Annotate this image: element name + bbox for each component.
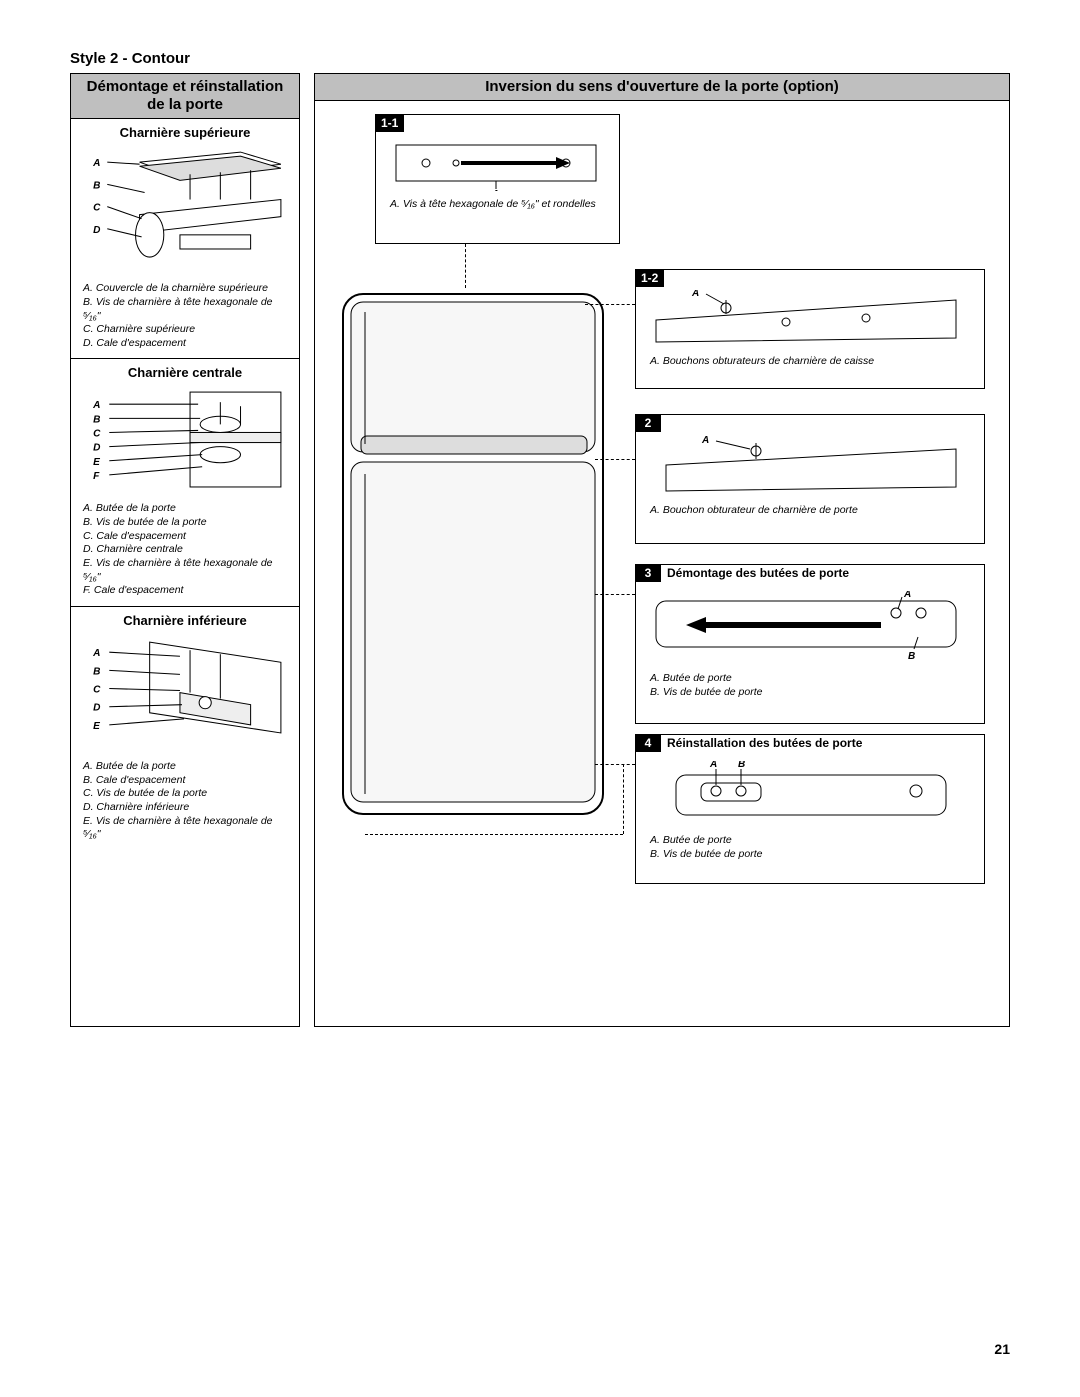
legend-item: A. Butée de la porte [83, 502, 291, 516]
step-1-2: 1-2 A A. Bouchons obturateurs de charniè… [635, 269, 985, 389]
legend: A. Butée de la porte B. Vis de butée de … [79, 502, 291, 597]
section-center-hinge: Charnière centrale A B [71, 359, 299, 607]
step-1-1: 1-1 A A. Vis à tête hexagonale de ⁵⁄₁₆" … [375, 114, 620, 244]
step-title: Démontage des butées de porte [667, 566, 849, 580]
svg-text:A: A [691, 290, 699, 299]
legend-item: F. Cale d'espacement [83, 584, 291, 598]
svg-text:F: F [93, 471, 100, 482]
illustration-step-3: A B [646, 591, 971, 665]
illustration-fridge [333, 284, 623, 824]
illustration-center-hinge: A B C D E F [79, 384, 291, 495]
svg-text:A: A [92, 401, 100, 412]
svg-text:A: A [709, 761, 717, 770]
illustration-step-1-1: A [386, 135, 606, 191]
legend-item: C. Cale d'espacement [83, 530, 291, 544]
legend-item: B. Cale d'espacement [83, 774, 291, 788]
svg-text:C: C [93, 429, 101, 440]
svg-text:D: D [93, 703, 100, 714]
right-title: Inversion du sens d'ouverture de la port… [315, 74, 1009, 101]
page: Style 2 - Contour Démontage et réinstall… [0, 0, 1080, 1397]
callout-label: D [93, 225, 100, 236]
legend: A. Vis à tête hexagonale de ⁵⁄₁₆" et ron… [386, 198, 609, 212]
illustration-step-2: A [646, 435, 971, 497]
step-badge: 1-2 [635, 269, 664, 287]
callout-label: C [93, 203, 101, 214]
legend-item: E. Vis de charnière à tête hexagonale de… [83, 815, 291, 842]
step-badge: 2 [635, 414, 661, 432]
legend-item: A. Butée de porte [650, 834, 974, 848]
legend-item: E. Vis de charnière à tête hexagonale de… [83, 557, 291, 584]
step-title: Réinstallation des butées de porte [667, 736, 862, 750]
svg-text:A: A [903, 591, 911, 600]
main-columns: Démontage et réinstallation de la porte … [70, 73, 1010, 1027]
section-bottom-hinge: Charnière inférieure A B C D [71, 607, 299, 850]
legend-item: B. Vis de butée de la porte [83, 516, 291, 530]
legend: A. Butée de porte B. Vis de butée de por… [646, 672, 974, 699]
legend: A. Bouchons obturateurs de charnière de … [646, 355, 974, 369]
section-title: Charnière centrale [79, 365, 291, 380]
style-header: Style 2 - Contour [70, 50, 1010, 67]
legend-item: D. Charnière inférieure [83, 801, 291, 815]
svg-text:B: B [738, 761, 745, 770]
callout-label: B [93, 180, 100, 191]
legend-item: D. Charnière centrale [83, 543, 291, 557]
illustration-bottom-hinge: A B C D E [79, 632, 291, 753]
section-title: Charnière inférieure [79, 613, 291, 628]
illustration-step-1-2: A [646, 290, 971, 348]
svg-text:B: B [93, 415, 100, 426]
legend-item: B. Vis de butée de porte [650, 686, 974, 700]
left-title: Démontage et réinstallation de la porte [71, 74, 299, 119]
svg-text:B: B [908, 651, 915, 662]
legend: A. Couvercle de la charnière supérieure … [79, 282, 291, 350]
svg-text:A: A [491, 189, 499, 191]
legend-item: D. Cale d'espacement [83, 337, 291, 351]
svg-text:E: E [93, 457, 100, 468]
legend-item: A. Vis à tête hexagonale de ⁵⁄₁₆" et ron… [390, 198, 609, 212]
legend-item: B. Vis de butée de porte [650, 848, 974, 862]
legend: A. Bouchon obturateur de charnière de po… [646, 504, 974, 518]
right-column: Inversion du sens d'ouverture de la port… [314, 73, 1010, 1027]
legend-item: A. Couvercle de la charnière supérieure [83, 282, 291, 296]
illustration-step-4: A B [646, 761, 971, 827]
left-column: Démontage et réinstallation de la porte … [70, 73, 300, 1027]
svg-text:D: D [93, 443, 100, 454]
legend-item: A. Butée de la porte [83, 760, 291, 774]
step-badge: 4 [635, 734, 661, 752]
legend-item: B. Vis de charnière à tête hexagonale de… [83, 296, 291, 323]
svg-text:A: A [92, 648, 100, 659]
legend-item: A. Bouchons obturateurs de charnière de … [650, 355, 974, 369]
section-top-hinge: Charnière supérieure A [71, 119, 299, 359]
svg-text:B: B [93, 666, 100, 677]
legend: A. Butée de la porte B. Cale d'espacemen… [79, 760, 291, 842]
section-title: Charnière supérieure [79, 125, 291, 140]
legend-item: A. Bouchon obturateur de charnière de po… [650, 504, 974, 518]
step-badge: 3 [635, 564, 661, 582]
step-badge: 1-1 [375, 114, 404, 132]
legend-item: C. Charnière supérieure [83, 323, 291, 337]
callout-label: A [92, 158, 100, 169]
svg-text:E: E [93, 721, 100, 732]
step-2: 2 A A. Bouchon obturateur de charnière d… [635, 414, 985, 544]
legend: A. Butée de porte B. Vis de butée de por… [646, 834, 974, 861]
legend-item: C. Vis de butée de la porte [83, 787, 291, 801]
step-3: 3 Démontage des butées de porte A B [635, 564, 985, 724]
step-4: 4 Réinstallation des butées de porte A B [635, 734, 985, 884]
page-number: 21 [994, 1341, 1010, 1357]
svg-text:A: A [701, 435, 709, 446]
legend-item: A. Butée de porte [650, 672, 974, 686]
illustration-top-hinge: A B C D [79, 144, 291, 275]
svg-text:C: C [93, 685, 101, 696]
